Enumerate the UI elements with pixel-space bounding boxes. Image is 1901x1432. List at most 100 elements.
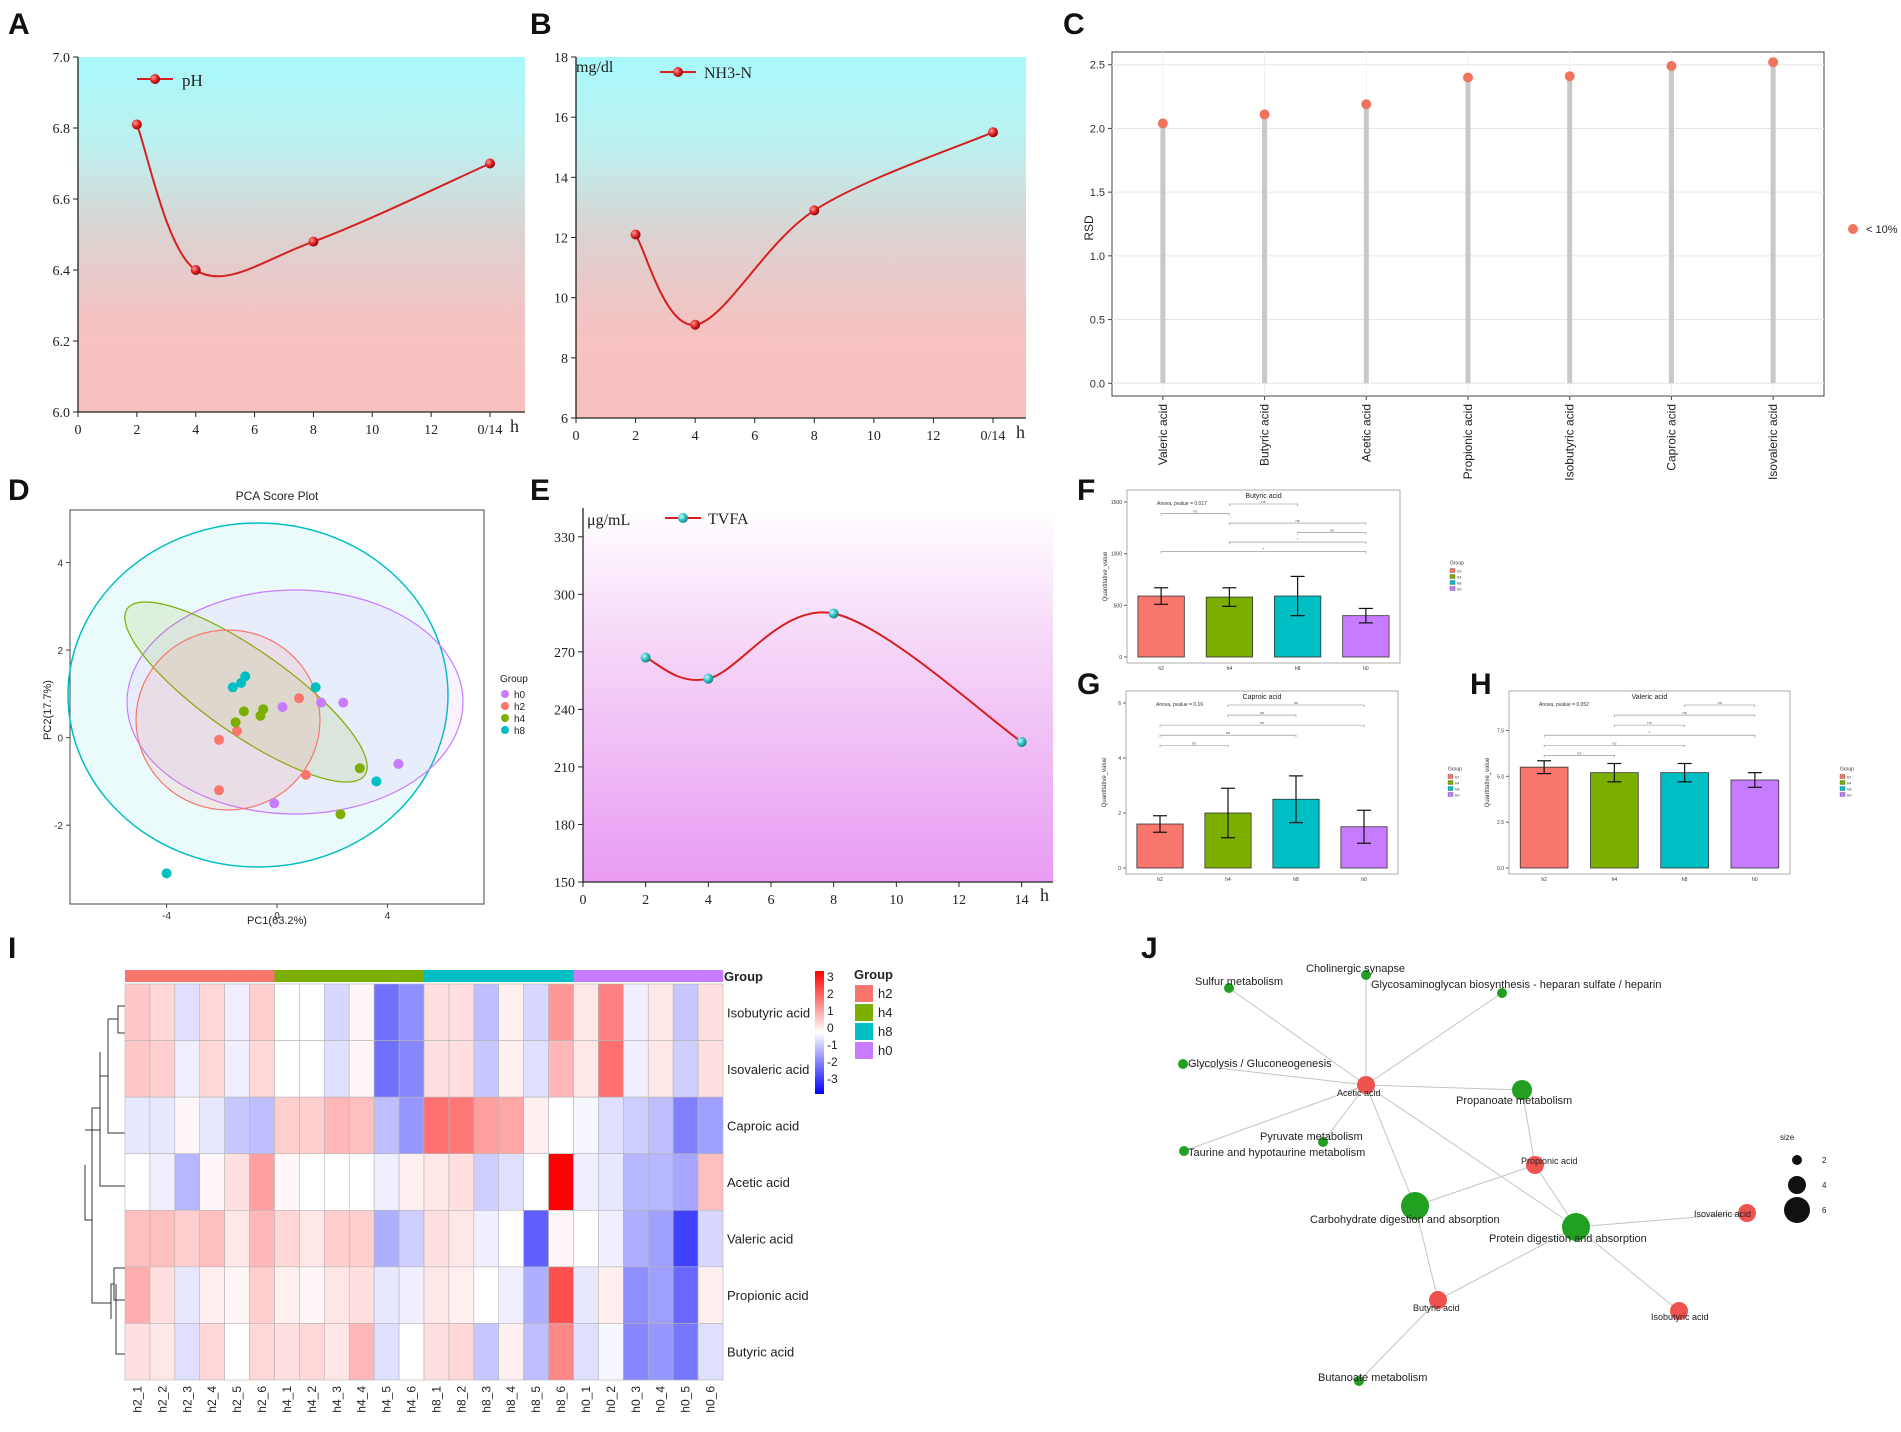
heatmap-cell xyxy=(523,983,549,1041)
panel-label-H: H xyxy=(1470,668,1492,701)
x-tick-label: 12 xyxy=(926,429,940,444)
scale-tick-label: 0 xyxy=(827,1021,834,1035)
heatmap-cell xyxy=(672,1323,699,1381)
heatmap-column-label: h2_6 xyxy=(255,1386,269,1413)
heatmap-cell xyxy=(498,1209,524,1268)
legend-label-h2: h2 xyxy=(878,986,892,1001)
bar-legend-label-h8: h8 xyxy=(1847,787,1852,792)
bar-legend-title: Group xyxy=(1840,767,1854,773)
pca-point-h4 xyxy=(258,704,269,715)
x-tick-label: h8 xyxy=(1293,877,1299,883)
network-label-taurine: Taurine and hypotaurine metabolism xyxy=(1188,1147,1365,1159)
lollipop-point xyxy=(1361,99,1372,110)
significance-bracket xyxy=(1684,704,1756,707)
pca-point-h2 xyxy=(294,693,305,704)
y-tick-label: 2 xyxy=(57,646,63,657)
heatmap-cell xyxy=(697,983,724,1041)
heatmap-column-label: h0_3 xyxy=(629,1386,643,1413)
panel-b-series-line xyxy=(634,131,994,326)
significance-bracket xyxy=(1614,714,1756,718)
bar-legend-title: Group xyxy=(1450,561,1464,567)
bar-legend-label-h4: h4 xyxy=(1457,575,1462,580)
network-label-carb: Carbohydrate digestion and absorption xyxy=(1310,1214,1500,1226)
heatmap-cell xyxy=(373,983,400,1041)
heatmap-cell xyxy=(124,1209,151,1268)
heatmap-cell xyxy=(199,1040,225,1098)
panel-j-legend-title: size xyxy=(1780,1133,1795,1142)
y-tick-label: 6 xyxy=(1118,701,1121,707)
heatmap-cell xyxy=(697,1096,724,1155)
network-node-acetic xyxy=(1357,1076,1375,1094)
bar-legend-swatch-h8 xyxy=(1449,580,1456,585)
significance-label: ns xyxy=(1226,730,1230,735)
x-tick-label: 10 xyxy=(889,893,903,908)
heatmap-column-label: h0_6 xyxy=(704,1386,718,1413)
panel-a-background xyxy=(78,57,525,412)
bar-legend-swatch-h4 xyxy=(1839,780,1846,785)
group-annotation-h8 xyxy=(473,970,500,982)
pca-point-h0 xyxy=(316,697,327,708)
panel-g-caproic-bar: Caproic acid Anova, pvalue = 0.16 0 2 4 6 Quan… xyxy=(1102,690,1462,883)
anova-text: Anova, pvalue = 0.052 xyxy=(1539,702,1589,708)
x-tick-label: h4 xyxy=(1227,666,1233,672)
heatmap-cell xyxy=(473,1153,500,1211)
significance-label: ns xyxy=(1193,509,1197,514)
panel-i-dendrogram xyxy=(84,1005,125,1355)
bar-y-label: Quantitative_value xyxy=(1103,551,1109,601)
x-tick-label: h4 xyxy=(1225,877,1231,883)
heatmap-cell xyxy=(423,1096,450,1155)
heatmap-column-label: h4_2 xyxy=(305,1386,319,1413)
significance-label: ns xyxy=(1294,700,1298,705)
x-tick-label: 0 xyxy=(274,911,280,922)
legend-label-h4: h4 xyxy=(878,1005,892,1020)
bar-legend-label-h8: h8 xyxy=(1457,581,1462,586)
heatmap-column-label: h8_4 xyxy=(504,1386,518,1413)
group-annotation-h0 xyxy=(698,970,724,982)
panel-c-legend-label: < 10% xyxy=(1866,224,1898,236)
heatmap-cell xyxy=(423,1323,450,1381)
heatmap-cell xyxy=(498,983,524,1041)
x-tick-label: Isobutyric acid xyxy=(1563,404,1577,481)
heatmap-column-label: h4_1 xyxy=(280,1386,294,1413)
heatmap-cell xyxy=(199,1323,225,1381)
y-tick-label: 0 xyxy=(57,734,63,745)
y-tick-label: 240 xyxy=(554,703,575,718)
y-tick-label: 6.2 xyxy=(53,335,71,350)
network-label-acetic: Acetic acid xyxy=(1337,1088,1381,1098)
network-label-propanoate: Propanoate metabolism xyxy=(1456,1095,1572,1107)
size-legend-dot xyxy=(1784,1197,1810,1223)
lollipop-point xyxy=(1768,57,1779,68)
significance-bracket xyxy=(1229,541,1367,545)
heatmap-cell xyxy=(224,1153,250,1211)
panel-a-legend-marker xyxy=(150,74,160,84)
panel-label-B: B xyxy=(530,8,552,41)
heatmap-cell xyxy=(548,1266,574,1324)
network-label-sulfur: Sulfur metabolism xyxy=(1195,976,1283,988)
size-legend-label: 2 xyxy=(1822,1156,1827,1165)
heatmap-cell xyxy=(174,1323,201,1381)
heatmap-cell xyxy=(149,1040,176,1098)
bar-legend-swatch-h2 xyxy=(1447,774,1454,779)
group-annotation-h8 xyxy=(448,970,475,982)
network-edge xyxy=(1414,1205,1439,1301)
lollipop-point xyxy=(1157,118,1168,129)
heatmap-cell xyxy=(398,983,425,1041)
heatmap-column-label: h8_1 xyxy=(429,1386,443,1413)
heatmap-cell xyxy=(548,983,574,1041)
network-node-pyruvate xyxy=(1318,1137,1328,1147)
heatmap-cell xyxy=(647,1096,674,1155)
heatmap-cell xyxy=(348,1096,375,1155)
bar-h0 xyxy=(1730,779,1780,869)
x-tick-label: 2 xyxy=(632,429,639,444)
y-tick-label: 16 xyxy=(554,111,568,126)
significance-bracket xyxy=(1543,755,1615,758)
network-label-glycolysis: Glycolysis / Gluconeogenesis xyxy=(1188,1058,1332,1070)
heatmap-cell xyxy=(174,983,201,1041)
heatmap-cell xyxy=(498,1040,524,1098)
network-edge xyxy=(1365,992,1503,1086)
heatmap-cell xyxy=(299,1209,325,1268)
significance-label: * xyxy=(1263,547,1265,552)
heatmap-cell xyxy=(598,1096,624,1155)
x-tick-label: 6 xyxy=(768,893,775,908)
y-tick-label: 6.0 xyxy=(53,406,71,421)
